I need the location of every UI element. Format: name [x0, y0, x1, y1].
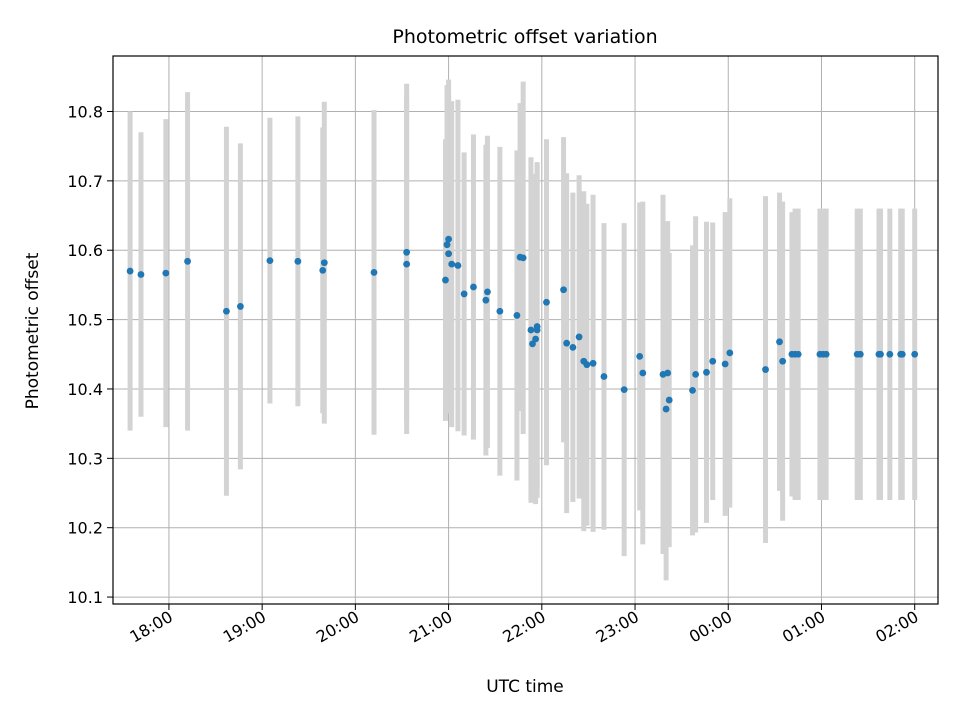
data-point: [184, 257, 191, 265]
y-tick-label: 10.8: [67, 102, 103, 121]
chart-title: Photometric offset variation: [392, 26, 657, 48]
y-tick-label: 10.4: [67, 380, 103, 399]
data-point: [911, 350, 919, 358]
data-point: [496, 307, 504, 315]
x-tick-label: 02:00: [872, 607, 921, 647]
y-tick-label: 10.2: [67, 519, 103, 538]
y-tick-label: 10.1: [67, 588, 103, 607]
data-point: [583, 361, 591, 369]
data-point: [762, 366, 769, 373]
data-point: [443, 241, 451, 249]
y-tick-label: 10.5: [67, 311, 103, 330]
x-tick-label: 00:00: [686, 607, 735, 647]
data-point: [689, 386, 696, 394]
data-point: [460, 290, 468, 298]
y-axis-label: Photometric offset: [23, 252, 43, 409]
data-point: [856, 350, 864, 358]
data-point: [886, 350, 894, 358]
x-tick-label: 18:00: [127, 607, 176, 647]
data-point: [692, 370, 700, 378]
data-point: [484, 288, 491, 296]
data-point: [126, 267, 134, 275]
data-point: [445, 235, 452, 243]
data-point: [726, 349, 734, 357]
data-point: [403, 260, 411, 268]
y-tick-label: 10.7: [67, 172, 103, 191]
axes-frame: [112, 55, 939, 605]
data-point: [822, 350, 830, 358]
data-point: [794, 350, 802, 358]
data-point: [877, 350, 884, 358]
x-tick-label: 19:00: [220, 607, 269, 647]
data-point: [527, 326, 535, 334]
data-point: [137, 271, 145, 278]
data-point: [533, 323, 541, 330]
axes-border: [112, 55, 939, 605]
data-point: [639, 369, 647, 377]
data-point: [237, 303, 244, 310]
x-tick-label: 21:00: [406, 607, 455, 647]
data-point: [560, 286, 567, 294]
data-point: [662, 405, 670, 413]
data-point: [703, 368, 710, 376]
data-point: [519, 254, 527, 262]
data-point: [442, 276, 449, 284]
data-point: [589, 359, 597, 367]
x-tick-label: 01:00: [779, 607, 828, 647]
data-point: [600, 373, 608, 380]
data-point: [319, 266, 327, 274]
x-axis-ticks: 18:00 19:00 20:00 21:00 22:00 23:00 00:00 01:00…: [127, 604, 922, 647]
data-point: [636, 352, 644, 360]
data-point: [709, 357, 717, 365]
data-point: [403, 248, 411, 256]
x-tick-label: 23:00: [593, 607, 642, 647]
data-point: [665, 396, 673, 404]
data-point: [776, 338, 783, 346]
data-point: [543, 298, 550, 306]
y-tick-label: 10.3: [67, 449, 103, 468]
data-point: [664, 369, 672, 377]
data-point: [721, 360, 729, 368]
data-point: [529, 340, 536, 348]
data-point: [320, 259, 328, 267]
data-point: [482, 296, 490, 304]
data-point: [532, 335, 539, 343]
y-tick-label: 10.6: [67, 241, 103, 260]
data-points: [126, 235, 919, 413]
data-point: [294, 257, 302, 265]
data-point: [575, 333, 583, 341]
x-tick-label: 20:00: [313, 607, 362, 647]
data-point: [470, 283, 477, 291]
data-point: [370, 269, 378, 276]
data-point: [563, 339, 571, 347]
data-point: [162, 269, 170, 277]
data-point: [779, 357, 787, 365]
data-point: [454, 262, 462, 269]
data-point: [445, 250, 452, 258]
x-axis-label: UTC time: [486, 677, 564, 697]
data-point: [223, 307, 230, 315]
data-point: [513, 312, 521, 319]
x-tick-label: 22:00: [499, 607, 548, 647]
data-point: [448, 260, 456, 268]
data-point: [569, 343, 577, 351]
data-point: [898, 350, 906, 358]
y-axis-ticks: 10.1 10.2 10.3 10.4 10.5 10.6 10.7 10.8: [67, 102, 113, 607]
data-point: [620, 386, 628, 394]
data-point: [266, 257, 274, 265]
